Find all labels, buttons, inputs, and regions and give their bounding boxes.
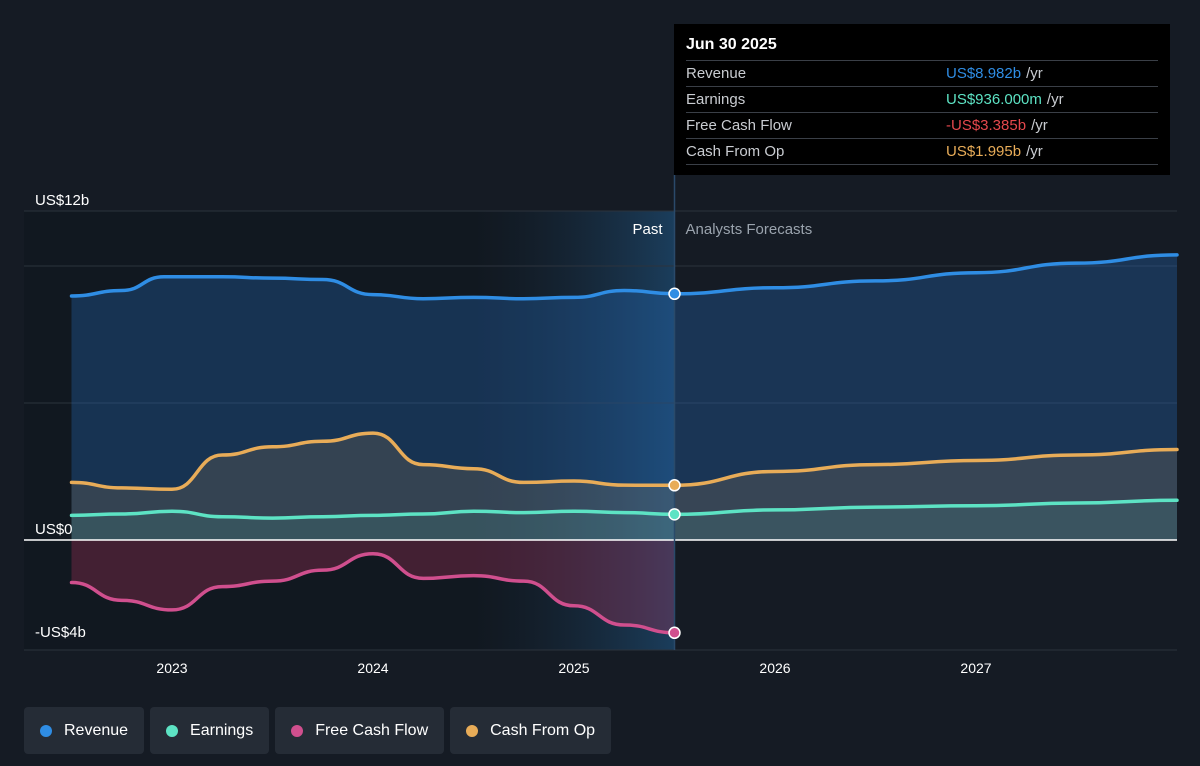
tooltip-row-unit: /yr [1046, 91, 1064, 108]
tooltip-row-name: Free Cash Flow [686, 117, 792, 134]
cash-from-op-dot-icon [466, 724, 479, 737]
x-axis-labels: 2023 2024 2025 2026 2027 [156, 660, 991, 676]
forecast-label: Analysts Forecasts [686, 221, 813, 238]
tooltip-row-name: Cash From Op [686, 143, 785, 160]
series-line-earnings [69, 498, 1179, 520]
legend-label: Revenue [64, 721, 129, 739]
x-tick-label: 2027 [960, 660, 991, 676]
legend-label: Cash From Op [490, 721, 596, 739]
earnings-dot-icon [166, 724, 179, 737]
series-area-earnings [71, 500, 1177, 540]
legend-item-revenue[interactable]: Revenue [24, 707, 145, 754]
legend-item-earnings[interactable]: Earnings [150, 707, 270, 754]
series-area-fcf [71, 540, 675, 633]
legend-item-free-cash-flow[interactable]: Free Cash Flow [275, 707, 445, 754]
legend-label: Free Cash Flow [315, 721, 429, 739]
revenue-dot-icon [40, 724, 52, 737]
tooltip-row-value: US$936.000m [946, 91, 1042, 108]
tooltip-row-earnings: Earnings US$936.000m /yr [686, 86, 1158, 112]
tooltip-row-fcf: Free Cash Flow -US$3.385b /yr [686, 112, 1158, 138]
series-line-fcf [69, 551, 677, 635]
grid-lines [24, 210, 1177, 651]
series-line-revenue [69, 253, 1179, 301]
free-cash-flow-dot-icon [291, 724, 304, 737]
tooltip-row-unit: /yr [1026, 143, 1043, 160]
tooltip-row-unit: /yr [1031, 117, 1048, 134]
x-tick-label: 2023 [156, 660, 187, 676]
highlight-point-fcf [668, 626, 681, 640]
tooltip-row-value: US$8.982b [946, 65, 1022, 82]
highlight-markers [668, 287, 681, 640]
past-label: Past [632, 221, 663, 238]
series-areas [71, 254, 1177, 633]
y-axis-labels: US$12b US$0 -US$4b [35, 192, 89, 641]
legend-label: Earnings [190, 721, 254, 739]
tooltip-row-value: US$1.995b [946, 143, 1022, 160]
x-tick-label: 2024 [357, 660, 388, 676]
legend-item-cash-from-op[interactable]: Cash From Op [450, 707, 612, 754]
tooltip-row-cfo: Cash From Op US$1.995b /yr [686, 138, 1158, 165]
tooltip-date: Jun 30 2025 [686, 36, 777, 53]
tooltip-row-name: Revenue [686, 65, 747, 82]
y-tick-label: US$0 [35, 521, 73, 538]
tooltip-row-unit: /yr [1026, 65, 1043, 82]
highlight-point-revenue [668, 287, 681, 301]
series-lines [69, 253, 1179, 635]
tooltip-row-name: Earnings [686, 91, 746, 108]
series-area-revenue [71, 254, 1177, 540]
tooltip-row-revenue: Revenue US$8.982b /yr [686, 60, 1158, 86]
series-line-cfo [69, 431, 1179, 492]
legend: Revenue Earnings Free Cash Flow Cash Fro… [24, 707, 612, 754]
y-tick-label: US$12b [35, 192, 89, 209]
tooltip-row-value: -US$3.385b [946, 117, 1027, 134]
x-tick-label: 2026 [759, 660, 790, 676]
past-shade-highlight [473, 211, 675, 650]
highlight-point-cfo [668, 479, 681, 492]
highlight-point-earnings [668, 508, 681, 521]
tooltip: Jun 30 2025 Revenue US$8.982b /yr Earnin… [674, 24, 1170, 175]
x-tick-label: 2025 [558, 660, 589, 676]
y-tick-label: -US$4b [35, 624, 86, 641]
